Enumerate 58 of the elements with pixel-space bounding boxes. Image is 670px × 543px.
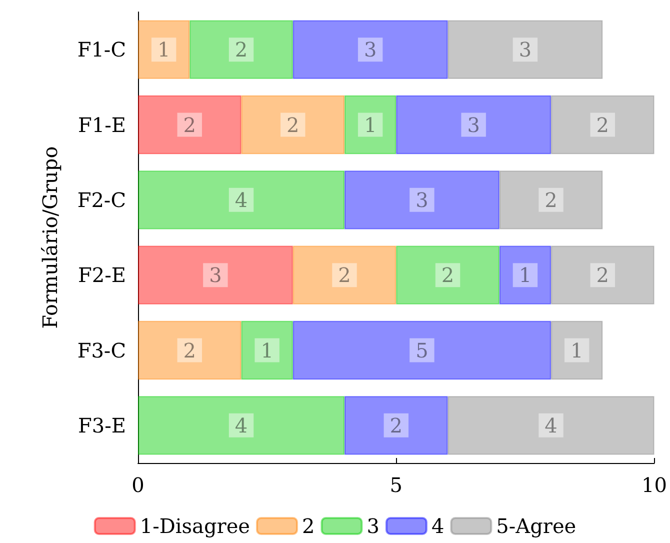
bar (396, 246, 500, 304)
data-label: 4 (234, 188, 248, 212)
legend-label: 3 (366, 514, 380, 538)
data-label: 2 (390, 413, 403, 438)
data-label: 3 (364, 38, 377, 62)
data-label: 2 (544, 188, 558, 212)
legend-label: 2 (302, 514, 315, 538)
y-tick-label: F1-E (78, 112, 126, 137)
bar (138, 170, 345, 230)
data-label: 2 (596, 112, 610, 137)
bar (396, 95, 552, 154)
data-label: 3 (518, 38, 532, 62)
data-label: 4 (234, 413, 248, 438)
y-tick-label: F3-C (77, 338, 126, 362)
data-label: 1 (570, 338, 584, 362)
bar (551, 95, 654, 154)
bar (292, 320, 552, 380)
x-tick-label: 10 (642, 473, 667, 497)
data-label: 2 (286, 112, 300, 137)
data-label: 2 (183, 338, 196, 362)
legend-label: 5-Agree (496, 514, 576, 538)
bar (138, 320, 242, 380)
bar (190, 20, 293, 79)
x-tick-label: 5 (390, 473, 403, 497)
data-label: 2 (234, 38, 248, 62)
bar (448, 20, 603, 79)
data-label: 1 (364, 112, 377, 137)
bar (344, 396, 448, 455)
data-label: 1 (260, 338, 274, 362)
y-tick-label: F2-E (78, 263, 126, 288)
data-label: 4 (544, 413, 558, 438)
data-label: 3 (416, 188, 428, 212)
data-label: 2 (596, 263, 610, 288)
data-label: 2 (441, 263, 454, 288)
bar (292, 20, 448, 79)
x-tick-label: 0 (132, 473, 144, 497)
legend-label: 1-Disagree (140, 514, 250, 538)
data-label: 3 (467, 112, 480, 137)
legend-label: 4 (431, 514, 444, 538)
bar (551, 246, 654, 304)
bar (138, 95, 242, 154)
data-label: 3 (209, 263, 222, 288)
y-tick-label: F2-C (77, 188, 126, 212)
bar (499, 170, 603, 230)
data-label: 1 (518, 263, 532, 288)
bar (448, 396, 654, 455)
y-tick-label: F3-E (78, 413, 126, 438)
y-tick-label: F1-C (77, 38, 126, 62)
data-label: 1 (157, 38, 170, 62)
bar (138, 246, 293, 304)
data-label: 5 (416, 338, 428, 362)
data-label: 2 (338, 263, 351, 288)
bar (241, 95, 345, 154)
bar (292, 246, 396, 304)
data-label: 2 (183, 112, 196, 137)
y-axis-title: Formulário/Grupo (38, 146, 62, 329)
bar (138, 396, 345, 455)
bar (344, 170, 500, 230)
